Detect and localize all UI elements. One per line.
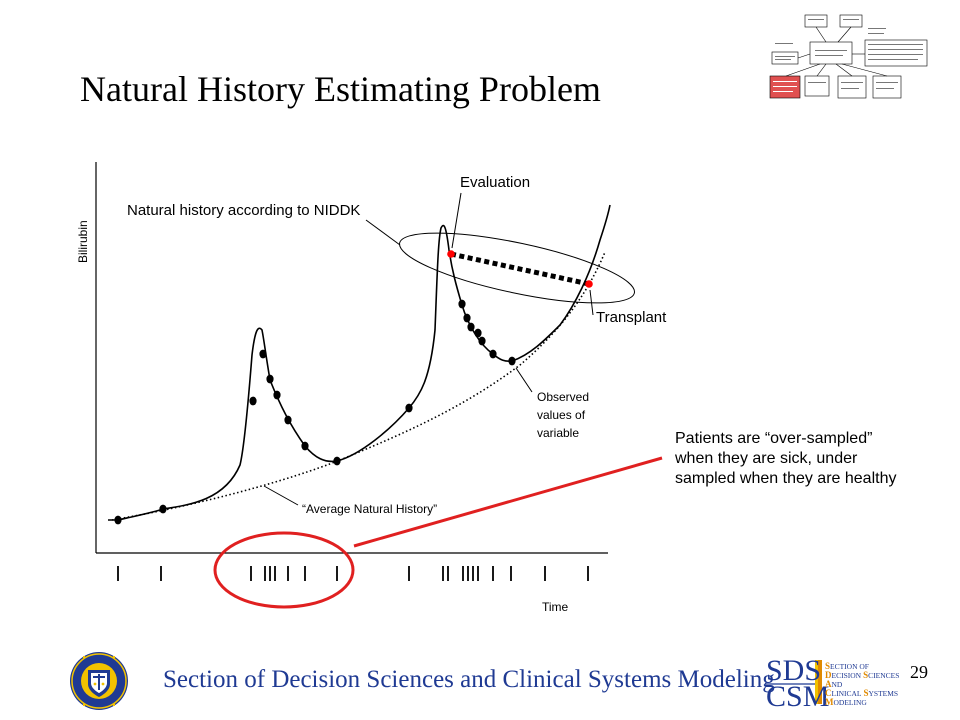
y-axis-label: Bilirubin xyxy=(76,220,90,263)
observed-point xyxy=(478,336,486,346)
observed-point xyxy=(458,299,466,309)
observed-point xyxy=(474,328,482,338)
evaluation-leader xyxy=(451,192,462,249)
observed-values-line: values of xyxy=(537,408,586,422)
observed-point xyxy=(467,322,475,332)
footer-text: Section of Decision Sciences and Clinica… xyxy=(163,666,775,693)
page-number: 29 xyxy=(910,662,928,682)
niddk-ellipse xyxy=(399,232,635,304)
sdscsm-logo: SDS CSM SECTION OF DECISION SCIENCES AND … xyxy=(766,654,899,713)
evaluation-point xyxy=(447,250,455,258)
observed-natural-history-curve xyxy=(108,204,611,521)
transplant-label: Transplant xyxy=(596,309,667,326)
observed-point xyxy=(284,415,292,425)
oversampled-pointer-line xyxy=(353,456,663,548)
observed-values-line: Observed xyxy=(537,390,589,404)
observed-point xyxy=(301,441,309,451)
niddk-label: Natural history according to NIDDK xyxy=(127,202,360,219)
logo-wordmark: SECTION OF DECISION SCIENCES AND CLINICAL… xyxy=(825,661,899,707)
x-axis-label: Time xyxy=(542,600,569,614)
svg-text:SDS: SDS xyxy=(766,654,821,687)
oversampled-line: when they are sick, under xyxy=(674,450,858,467)
evaluation-label: Evaluation xyxy=(460,174,530,191)
observed-point xyxy=(114,515,122,525)
observed-point xyxy=(259,349,267,359)
average-natural-history-label: “Average Natural History” xyxy=(302,502,437,516)
observed-point xyxy=(489,349,497,359)
svg-text:SECTION OF: SECTION OF xyxy=(825,661,869,671)
transplant-point xyxy=(585,280,593,288)
observed-point xyxy=(463,313,471,323)
oversampled-line: sampled when they are healthy xyxy=(675,470,896,487)
sampling-cluster-circle xyxy=(213,531,355,609)
observed-values-label: Observed values of variable xyxy=(537,390,592,440)
observed-point xyxy=(159,504,167,514)
university-seal-icon xyxy=(70,652,128,710)
niddk-leader xyxy=(365,219,401,246)
mini-flowchart-scribble-text xyxy=(773,19,923,92)
svg-text:AND: AND xyxy=(825,679,843,689)
observed-point xyxy=(508,356,516,366)
sampling-ticks xyxy=(117,566,589,581)
oversampled-note: Patients are “over-sampled” when they ar… xyxy=(674,430,896,487)
observed-point xyxy=(249,396,257,406)
observed-values-leader xyxy=(515,367,533,393)
oversampled-line: Patients are “over-sampled” xyxy=(675,430,872,447)
transplant-leader xyxy=(589,289,594,316)
slide-title: Natural History Estimating Problem xyxy=(80,69,601,109)
observed-points xyxy=(114,299,516,525)
svg-text:MODELING: MODELING xyxy=(825,697,867,707)
observed-point xyxy=(273,390,281,400)
observed-point xyxy=(405,403,413,413)
svg-text:CSM: CSM xyxy=(766,680,829,713)
observed-point xyxy=(333,456,341,466)
average-natural-history-leader xyxy=(263,485,299,506)
observed-values-line: variable xyxy=(537,426,579,440)
observed-point xyxy=(266,374,274,384)
average-natural-history-curve xyxy=(111,251,606,521)
niddk-estimate-line xyxy=(450,251,590,287)
